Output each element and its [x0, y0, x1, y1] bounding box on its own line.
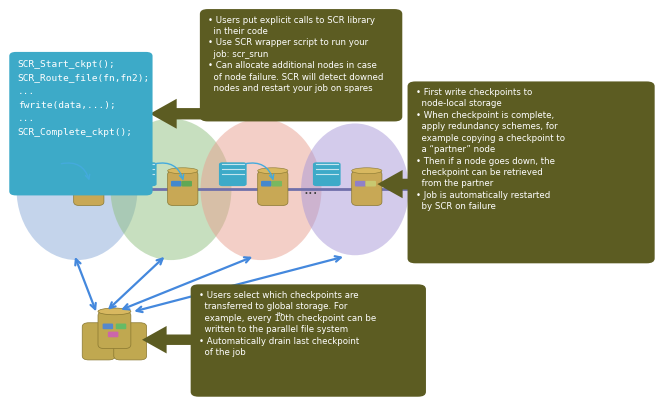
Polygon shape [150, 99, 205, 129]
Text: • Users select which checkpoints are
  transferred to global storage. For
  exam: • Users select which checkpoints are tra… [199, 291, 376, 357]
FancyBboxPatch shape [355, 181, 366, 186]
FancyBboxPatch shape [191, 284, 426, 397]
FancyBboxPatch shape [108, 332, 118, 337]
Text: ...: ... [303, 182, 317, 197]
FancyBboxPatch shape [115, 324, 126, 329]
FancyBboxPatch shape [313, 162, 341, 186]
FancyBboxPatch shape [171, 181, 182, 186]
Ellipse shape [257, 168, 288, 174]
Ellipse shape [201, 118, 321, 260]
FancyBboxPatch shape [219, 162, 247, 186]
FancyBboxPatch shape [35, 162, 63, 186]
FancyBboxPatch shape [82, 189, 93, 195]
FancyBboxPatch shape [200, 9, 403, 121]
FancyBboxPatch shape [9, 52, 152, 195]
Ellipse shape [16, 118, 137, 260]
FancyBboxPatch shape [102, 324, 113, 329]
Ellipse shape [301, 123, 409, 255]
FancyBboxPatch shape [408, 81, 655, 263]
FancyBboxPatch shape [266, 189, 277, 195]
Ellipse shape [352, 168, 382, 174]
Ellipse shape [110, 118, 232, 260]
FancyBboxPatch shape [360, 189, 371, 195]
FancyBboxPatch shape [271, 181, 282, 186]
FancyBboxPatch shape [261, 181, 271, 186]
Text: • Users put explicit calls to SCR library
  in their code
• Use SCR wrapper scri: • Users put explicit calls to SCR librar… [209, 15, 383, 93]
FancyBboxPatch shape [366, 181, 376, 186]
FancyBboxPatch shape [129, 162, 156, 186]
FancyBboxPatch shape [257, 171, 288, 206]
Ellipse shape [98, 308, 131, 315]
FancyBboxPatch shape [82, 323, 115, 360]
FancyBboxPatch shape [88, 181, 98, 186]
FancyBboxPatch shape [182, 181, 192, 186]
FancyBboxPatch shape [352, 171, 382, 206]
Text: SCR_Start_ckpt();
SCR_Route_file(fn,fn2);
...
fwrite(data,...);
...
SCR_Complete: SCR_Start_ckpt(); SCR_Route_file(fn,fn2)… [18, 60, 150, 137]
Text: th: th [277, 312, 283, 317]
FancyBboxPatch shape [77, 181, 88, 186]
Polygon shape [378, 170, 415, 198]
Polygon shape [142, 326, 192, 353]
FancyBboxPatch shape [74, 171, 104, 206]
FancyBboxPatch shape [114, 323, 147, 360]
Text: • First write checkpoints to
  node-local storage
• When checkpoint is complete,: • First write checkpoints to node-local … [416, 88, 565, 211]
FancyBboxPatch shape [98, 311, 131, 349]
FancyBboxPatch shape [168, 171, 198, 206]
Ellipse shape [168, 168, 198, 174]
FancyBboxPatch shape [176, 189, 187, 195]
Ellipse shape [74, 168, 104, 174]
